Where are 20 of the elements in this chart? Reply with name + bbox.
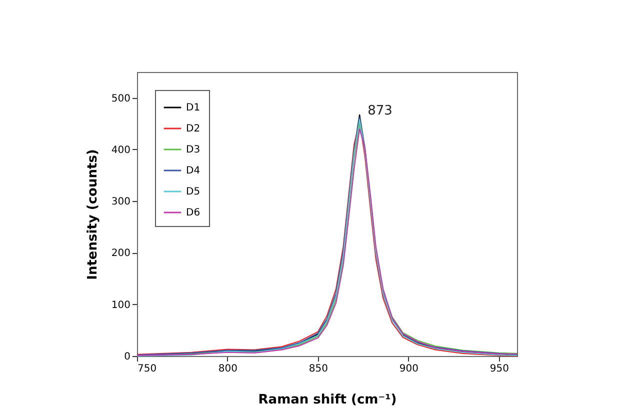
y-axis-title: Intensity (counts): [85, 149, 100, 280]
x-tick-label: 800: [218, 364, 238, 374]
legend-label: D4: [186, 166, 200, 176]
legend-label: D5: [186, 186, 200, 198]
x-tick-label: 750: [138, 364, 157, 374]
legend-label: D3: [186, 144, 200, 156]
y-tick-label: 200: [111, 248, 130, 260]
annotation: 873: [368, 104, 392, 119]
y-tick-label: 400: [111, 144, 130, 156]
y-tick-label: 300: [111, 196, 130, 208]
y-tick-label: 500: [111, 93, 130, 104]
x-axis-title: Raman shift (cm⁻¹): [258, 392, 397, 408]
y-tick-label: 100: [111, 300, 130, 311]
x-tick-label: 950: [490, 364, 509, 374]
legend-label: D6: [186, 208, 200, 218]
x-tick-label: 900: [399, 364, 418, 374]
legend-label: D1: [186, 102, 200, 114]
x-tick-label: 850: [308, 364, 328, 374]
y-tick-label: 0: [124, 352, 130, 362]
legend-label: D2: [186, 124, 200, 134]
